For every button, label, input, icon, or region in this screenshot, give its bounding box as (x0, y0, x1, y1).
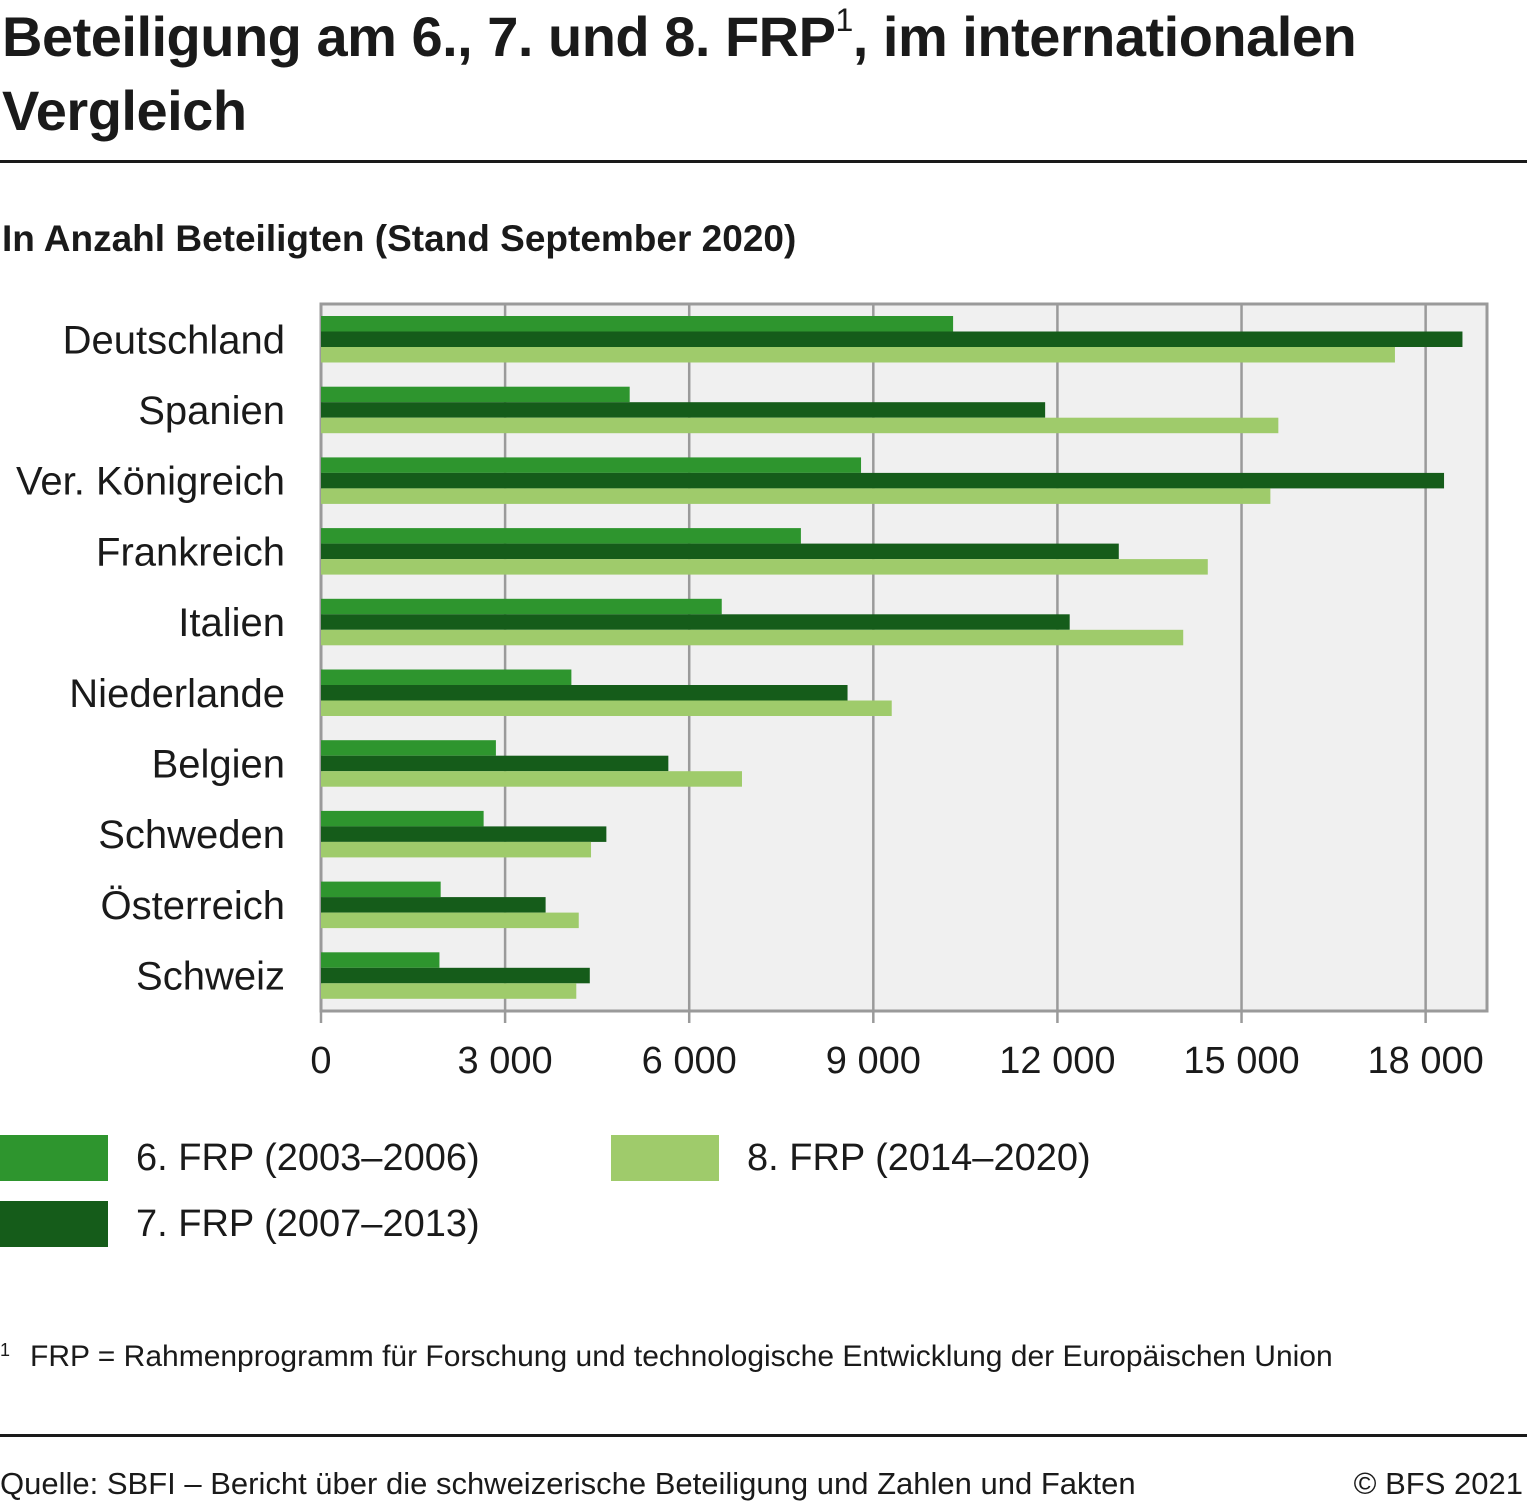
legend-label-frp6: 6. FRP (2003–2006) (136, 1136, 480, 1179)
bar (321, 629, 1184, 646)
bar (321, 543, 1119, 560)
footnote-mark: 1 (0, 1340, 11, 1360)
bar (321, 841, 592, 858)
bar (321, 740, 496, 756)
bar (321, 316, 954, 332)
bar (321, 598, 722, 615)
legend-item-frp7: 7. FRP (2007–2013) (0, 1201, 480, 1247)
category-label: Niederlande (69, 672, 285, 716)
bar-chart: 0 3 000 6 000 9 000 12 000 15 000 18 000 Deutsc… (16, 302, 1489, 1082)
bar (321, 417, 1279, 434)
bar (321, 488, 1271, 504)
bar (321, 826, 607, 842)
x-tick-label: 15 000 (1183, 1040, 1299, 1082)
bar (321, 457, 862, 473)
bar (321, 685, 848, 701)
title-divider (0, 160, 1527, 163)
bar (321, 810, 484, 827)
footnote-text: FRP = Rahmenprogramm für Forschung und t… (30, 1340, 1333, 1373)
chart-subtitle: In Anzahl Beteiligten (Stand September 2… (2, 218, 797, 259)
bar (321, 700, 892, 716)
chart-title: Beteiligung am 6., 7. und 8. FRP1, im in… (2, 0, 1502, 148)
chart-title-rest: , im internationalen (852, 5, 1357, 68)
category-label: Deutschland (63, 318, 285, 362)
category-label: Ver. Königreich (16, 460, 285, 504)
x-tick-label: 18 000 (1368, 1040, 1484, 1082)
footer-divider (0, 1434, 1527, 1437)
x-tick-label: 9 000 (826, 1040, 921, 1082)
chart-title-line2: Vergleich (2, 79, 247, 142)
category-label: Schweden (98, 813, 285, 857)
title-footnote-mark: 1 (835, 2, 853, 38)
plot-frame (319, 302, 1489, 1013)
bar (321, 331, 1463, 347)
bar (321, 669, 572, 685)
category-label: Schweiz (136, 955, 285, 999)
source-note: Quelle: SBFI – Bericht über die schweize… (0, 1466, 1136, 1501)
bar (321, 472, 1445, 489)
category-label: Italien (178, 601, 285, 645)
bar (321, 952, 440, 968)
category-label: Spanien (138, 389, 285, 433)
legend-item-frp8: 8. FRP (2014–2020) (611, 1135, 1091, 1181)
bar (321, 528, 801, 544)
x-tick-label: 12 000 (999, 1040, 1115, 1082)
bar (321, 559, 1208, 575)
category-label: Frankreich (96, 530, 285, 574)
bar (321, 771, 742, 787)
x-tick-label: 6 000 (642, 1040, 737, 1082)
legend-item-frp6: 6. FRP (2003–2006) (0, 1135, 480, 1181)
bar (321, 755, 669, 772)
legend-label-frp8: 8. FRP (2014–2020) (747, 1136, 1091, 1179)
bar (321, 402, 1046, 418)
bar (321, 897, 546, 913)
x-tick-label: 3 000 (458, 1040, 553, 1082)
chart-title-main: Beteiligung am 6., 7. und 8. FRP (2, 5, 836, 68)
bar (321, 912, 579, 929)
bar (321, 347, 1395, 363)
category-label: Belgien (152, 742, 285, 786)
bar (321, 386, 630, 403)
bar (321, 881, 441, 898)
bar (321, 983, 577, 999)
legend-swatch-frp7 (0, 1201, 108, 1247)
legend-label-frp7: 7. FRP (2007–2013) (136, 1202, 480, 1245)
bar (321, 614, 1070, 630)
legend-swatch-frp8 (611, 1135, 719, 1181)
category-label: Österreich (101, 884, 286, 928)
copyright: © BFS 2021 (1353, 1466, 1523, 1501)
footnote: 1 FRP = Rahmenprogramm für Forschung und … (0, 1340, 1333, 1374)
bar (321, 967, 590, 984)
x-tick-label: 0 (310, 1040, 331, 1082)
legend-swatch-frp6 (0, 1135, 108, 1181)
